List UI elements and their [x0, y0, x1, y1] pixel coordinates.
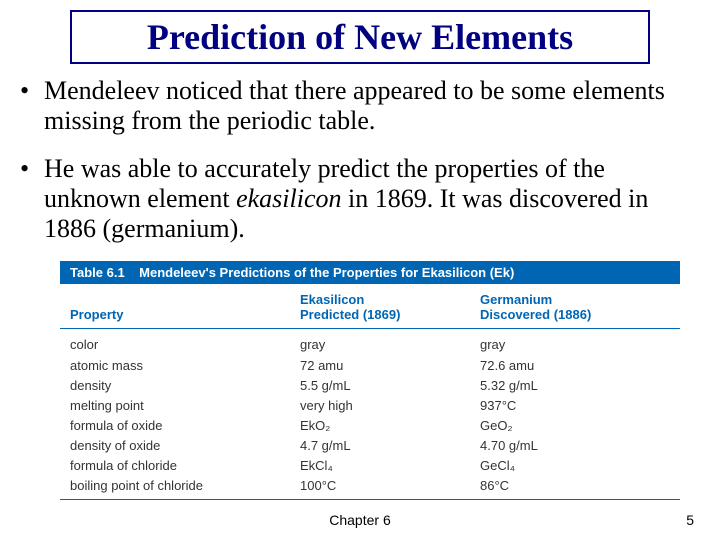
cell-property: density [70, 376, 300, 396]
table-row: boiling point of chloride100°C86°C [70, 476, 670, 496]
header-ge-sub: Discovered (1886) [480, 307, 670, 322]
table-figure: Table 6.1 Mendeleev's Predictions of the… [60, 261, 680, 499]
header-germanium: Germanium Discovered (1886) [480, 292, 670, 322]
table-body: colorgraygrayatomic mass72 amu72.6 amude… [60, 329, 680, 499]
table-row: density5.5 g/mL5.32 g/mL [70, 376, 670, 396]
footer-chapter: Chapter 6 [0, 512, 720, 528]
bullet-text-italic: ekasilicon [236, 184, 341, 213]
header-ekasilicon: Ekasilicon Predicted (1869) [300, 292, 480, 322]
table-row: atomic mass72 amu72.6 amu [70, 356, 670, 376]
cell-ek: gray [300, 335, 480, 355]
cell-property: density of oxide [70, 436, 300, 456]
cell-property: formula of oxide [70, 416, 300, 436]
slide-title-box: Prediction of New Elements [70, 10, 650, 64]
cell-ek: 4.7 g/mL [300, 436, 480, 456]
header-property-label: Property [70, 307, 300, 322]
table-header-row: Property Ekasilicon Predicted (1869) Ger… [60, 284, 680, 329]
bullet-text: He was able to accurately predict the pr… [44, 154, 700, 244]
table-row: melting pointvery high937°C [70, 396, 670, 416]
cell-property: atomic mass [70, 356, 300, 376]
cell-ge: 86°C [480, 476, 670, 496]
cell-ge: 5.32 g/mL [480, 376, 670, 396]
cell-property: color [70, 335, 300, 355]
table-caption: Mendeleev's Predictions of the Propertie… [139, 265, 514, 280]
cell-ge: 937°C [480, 396, 670, 416]
bullet-list: • Mendeleev noticed that there appeared … [0, 76, 720, 243]
header-ek-name: Ekasilicon [300, 292, 480, 307]
cell-ge: 4.70 g/mL [480, 436, 670, 456]
table-row: formula of chlorideEkCl₄GeCl₄ [70, 456, 670, 476]
cell-property: formula of chloride [70, 456, 300, 476]
bullet-marker: • [20, 154, 44, 244]
cell-ge: GeCl₄ [480, 456, 670, 476]
bullet-text: Mendeleev noticed that there appeared to… [44, 76, 700, 136]
cell-ek: EkO₂ [300, 416, 480, 436]
table-row: colorgraygray [70, 335, 670, 355]
header-ek-sub: Predicted (1869) [300, 307, 480, 322]
cell-ek: very high [300, 396, 480, 416]
slide-title: Prediction of New Elements [72, 16, 648, 58]
table-title-bar: Table 6.1 Mendeleev's Predictions of the… [60, 261, 680, 284]
table-row: density of oxide4.7 g/mL4.70 g/mL [70, 436, 670, 456]
cell-ge: gray [480, 335, 670, 355]
cell-ge: GeO₂ [480, 416, 670, 436]
bullet-item: • He was able to accurately predict the … [20, 154, 700, 244]
cell-ge: 72.6 amu [480, 356, 670, 376]
header-property: Property [70, 292, 300, 322]
table-number: Table 6.1 [70, 265, 125, 280]
cell-property: melting point [70, 396, 300, 416]
cell-ek: EkCl₄ [300, 456, 480, 476]
header-ge-name: Germanium [480, 292, 670, 307]
cell-ek: 5.5 g/mL [300, 376, 480, 396]
cell-ek: 72 amu [300, 356, 480, 376]
bullet-item: • Mendeleev noticed that there appeared … [20, 76, 700, 136]
cell-ek: 100°C [300, 476, 480, 496]
table-row: formula of oxideEkO₂GeO₂ [70, 416, 670, 436]
cell-property: boiling point of chloride [70, 476, 300, 496]
bullet-marker: • [20, 76, 44, 136]
page-number: 5 [686, 512, 694, 528]
